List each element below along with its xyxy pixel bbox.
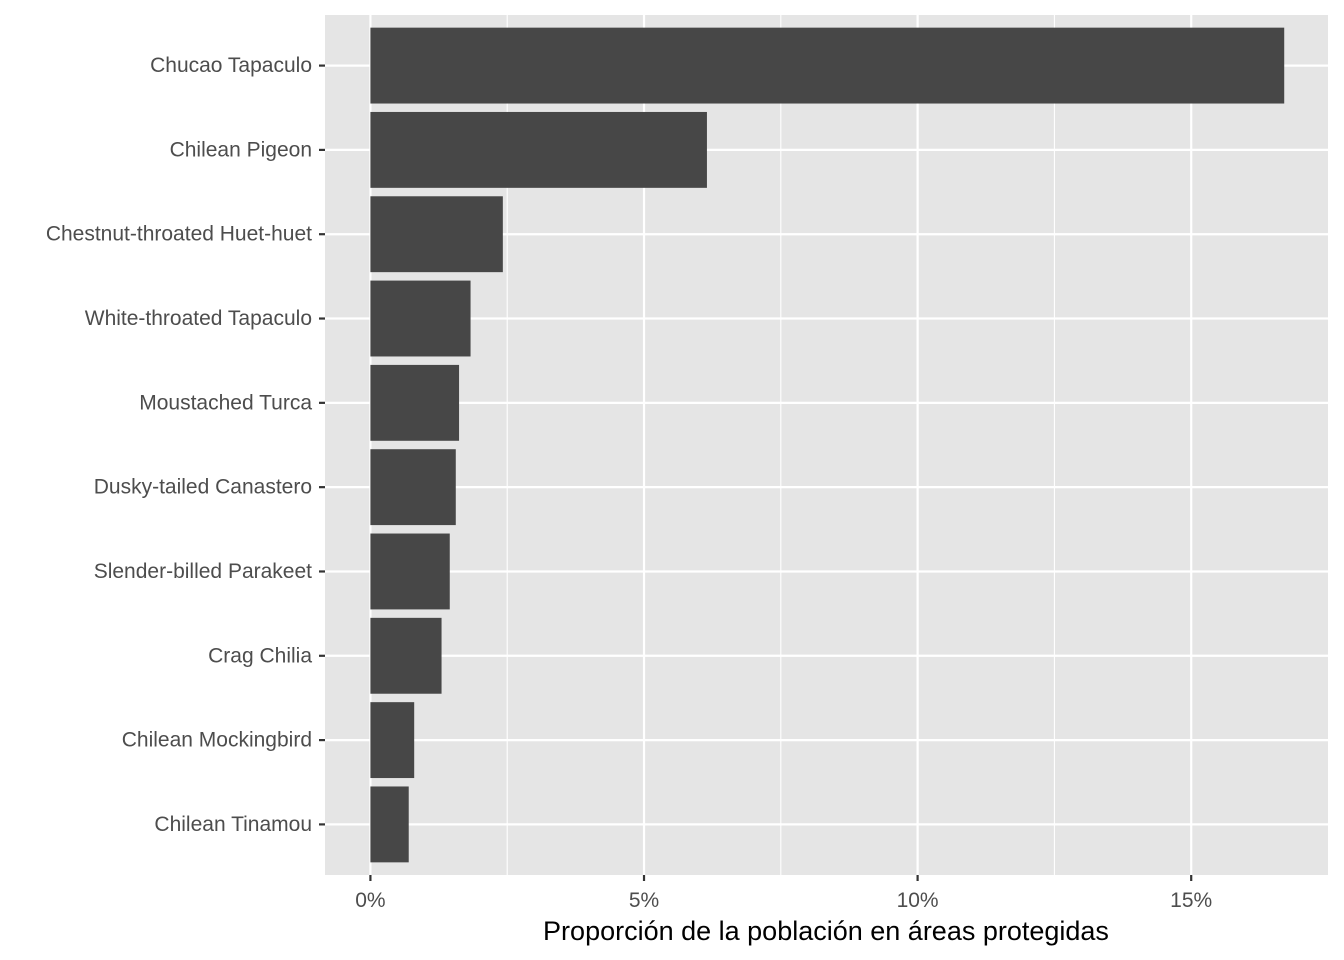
category-label: Slender-billed Parakeet	[94, 560, 312, 583]
bar	[370, 533, 450, 610]
category-label: Moustached Turca	[139, 391, 312, 414]
x-tick-label: 0%	[355, 889, 385, 912]
bar	[370, 364, 460, 441]
bar	[370, 786, 409, 863]
bar	[370, 196, 503, 273]
bar	[370, 27, 1285, 104]
x-axis-title: Proporción de la población en áreas prot…	[543, 916, 1109, 946]
category-label: Crag Chilia	[208, 644, 312, 667]
category-label: Chestnut-throated Huet-huet	[46, 223, 312, 246]
category-label: Dusky-tailed Canastero	[94, 476, 312, 499]
x-tick-label: 15%	[1170, 889, 1212, 912]
x-axis: 0% 5% 10% 15%	[355, 875, 1212, 912]
category-label: White-throated Tapaculo	[85, 307, 312, 330]
bars	[370, 27, 1285, 863]
category-label: Chilean Pigeon	[170, 138, 312, 161]
bar	[370, 111, 707, 188]
bar	[370, 280, 471, 357]
x-tick-label: 5%	[629, 889, 659, 912]
bar	[370, 449, 456, 526]
x-tick-label: 10%	[897, 889, 939, 912]
category-label: Chilean Tinamou	[154, 813, 312, 836]
bar	[370, 702, 415, 779]
category-label: Chilean Mockingbird	[122, 729, 312, 752]
category-label: Chucao Tapaculo	[150, 54, 312, 77]
bar	[370, 617, 442, 694]
y-axis: Chucao Tapaculo Chilean Pigeon Chestnut-th…	[46, 54, 325, 836]
